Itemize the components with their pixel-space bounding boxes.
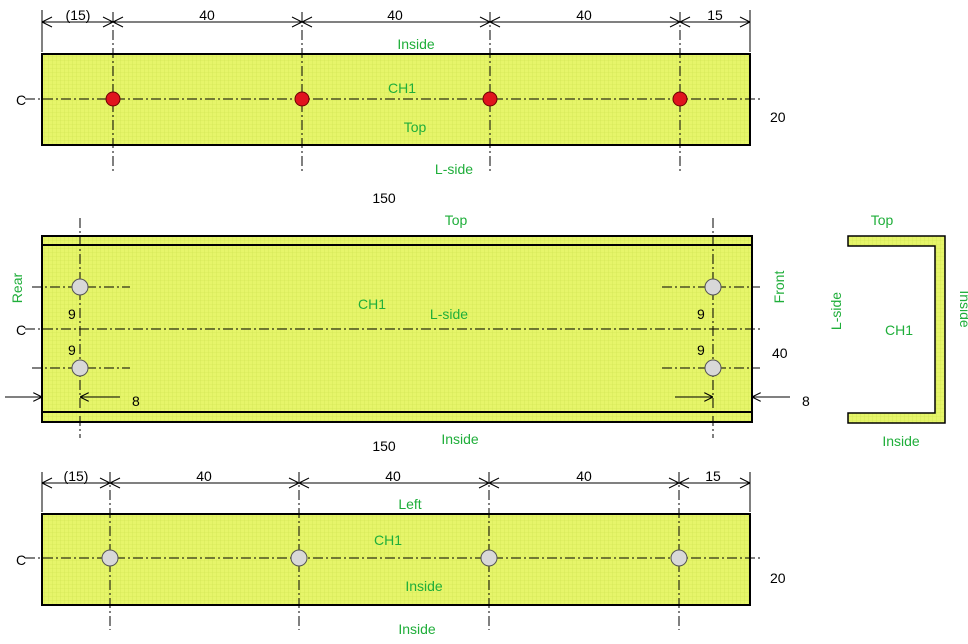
bottom-center-mark: C	[16, 552, 26, 568]
bottom-holes	[101, 549, 688, 567]
top-label-above: Inside	[397, 36, 435, 52]
top-height: 20	[770, 109, 786, 125]
bottom-label-below: Inside	[398, 621, 436, 637]
side-view: Top Rear Front CH1 L-side C 9 9 9 9 40 8…	[5, 212, 810, 454]
hole	[482, 91, 498, 107]
side-label-above: Top	[445, 212, 468, 228]
bottom-spacing-2: 40	[385, 468, 401, 484]
side-offset-1: 9	[68, 342, 76, 358]
top-spacing-3: 40	[576, 7, 592, 23]
top-view: (15) 40 40 40 15 Inside CH1 Top L-side C…	[16, 7, 786, 206]
side-center-mark: C	[16, 322, 26, 338]
bottom-view: (15) 40 40 40 15 Left CH1 Inside Inside …	[16, 468, 786, 637]
side-label-rear: Rear	[9, 272, 25, 303]
section-bottom: Inside	[882, 433, 920, 449]
bottom-face-label: Inside	[405, 578, 443, 594]
bottom-label-above: Left	[398, 496, 421, 512]
section-top: Top	[871, 212, 894, 228]
bottom-plate	[41, 513, 751, 606]
hole	[704, 359, 722, 377]
hole	[71, 278, 89, 296]
hole	[670, 549, 688, 567]
hole	[71, 359, 89, 377]
side-holes	[71, 278, 722, 377]
side-offset-3: 9	[697, 342, 705, 358]
top-face-label: Top	[404, 119, 427, 135]
side-face-label: L-side	[430, 306, 468, 322]
hole	[101, 549, 119, 567]
top-label-below: L-side	[435, 161, 473, 177]
bottom-spacing-1: 40	[196, 468, 212, 484]
hole	[105, 91, 121, 107]
channel-section	[847, 235, 946, 424]
section-view: Top L-side Inside CH1 Inside	[828, 212, 968, 449]
hole	[294, 91, 310, 107]
hole	[480, 549, 498, 567]
bottom-spacing-0: (15)	[64, 468, 89, 484]
bottom-spacing-4: 15	[705, 468, 721, 484]
side-part-label: CH1	[358, 296, 386, 312]
top-center-mark: C	[16, 92, 26, 108]
hole	[672, 91, 688, 107]
side-edge-left: 8	[132, 393, 140, 409]
side-label-below: Inside	[441, 431, 479, 447]
top-spacing-0: (15)	[66, 7, 91, 23]
hole	[704, 278, 722, 296]
overall-length-1: 150	[372, 190, 396, 206]
top-spacing-1: 40	[199, 7, 215, 23]
side-offset-0: 9	[68, 306, 76, 322]
section-part: CH1	[885, 322, 913, 338]
top-part-label: CH1	[388, 80, 416, 96]
side-height: 40	[772, 345, 788, 361]
top-spacing-4: 15	[707, 7, 723, 23]
bottom-spacing-3: 40	[576, 468, 592, 484]
section-left: L-side	[828, 292, 844, 330]
hole	[290, 549, 308, 567]
section-right: Inside	[957, 290, 968, 328]
bottom-part-label: CH1	[374, 532, 402, 548]
side-label-front: Front	[771, 271, 787, 304]
bottom-height: 20	[770, 570, 786, 586]
side-offset-2: 9	[697, 306, 705, 322]
overall-length-2: 150	[372, 438, 396, 454]
top-holes	[105, 91, 688, 107]
side-edge-right: 8	[802, 393, 810, 409]
top-spacing-2: 40	[387, 7, 403, 23]
